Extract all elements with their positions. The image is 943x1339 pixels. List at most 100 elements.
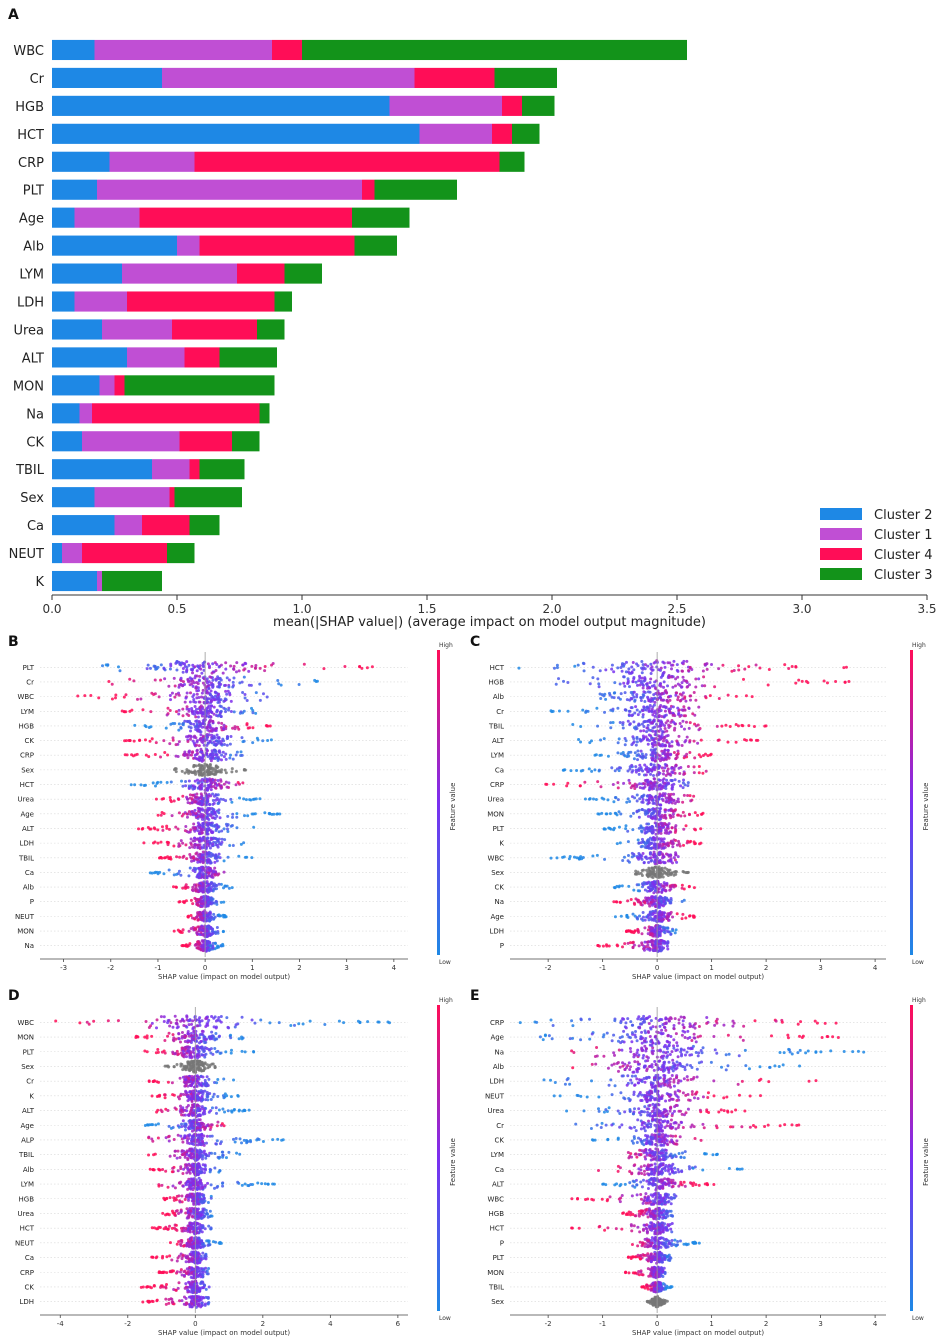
data-point — [191, 902, 195, 906]
data-point — [636, 856, 640, 860]
data-point — [186, 678, 190, 682]
data-point — [377, 1020, 381, 1024]
data-point — [648, 889, 652, 893]
x-axis-label: SHAP value (impact on model output) — [158, 973, 290, 981]
data-point — [662, 661, 666, 665]
data-point — [252, 825, 256, 829]
data-point — [193, 753, 197, 757]
bar-segment-cluster-3 — [522, 95, 555, 116]
data-point — [639, 738, 643, 742]
data-point — [703, 684, 707, 688]
data-point — [143, 724, 147, 728]
data-point — [211, 685, 215, 689]
data-point — [633, 929, 637, 933]
data-point — [165, 713, 169, 717]
data-point — [627, 750, 631, 754]
data-point — [674, 884, 678, 888]
data-point — [211, 792, 215, 796]
data-point — [192, 822, 196, 826]
data-point — [104, 663, 108, 667]
data-point — [670, 663, 674, 667]
data-point — [169, 780, 173, 784]
data-point — [637, 883, 641, 887]
data-point — [594, 797, 598, 801]
data-point — [619, 914, 623, 918]
data-point — [663, 726, 667, 730]
data-point — [220, 753, 224, 757]
data-point — [661, 947, 665, 951]
data-point — [224, 707, 228, 711]
data-point — [54, 1019, 58, 1023]
bar-segment-cluster-3 — [352, 207, 410, 228]
panel-d-beeswarm: DWBCMONPLTSexCrKALTAgeALPTBILAlbLYMHGBUr… — [8, 988, 457, 1337]
data-point — [209, 823, 213, 827]
data-point — [169, 698, 173, 702]
data-point — [637, 841, 641, 845]
feature-label: LDH — [19, 840, 34, 848]
data-point — [562, 679, 566, 683]
data-point — [636, 713, 640, 717]
data-point — [213, 915, 217, 919]
data-point — [187, 709, 191, 713]
bar-segment-cluster-3 — [257, 319, 285, 340]
data-point — [155, 667, 159, 671]
data-point — [626, 679, 630, 683]
data-point — [187, 786, 191, 790]
data-point — [207, 886, 211, 890]
data-point — [655, 722, 659, 726]
data-point — [210, 1030, 214, 1034]
data-point — [657, 944, 661, 948]
data-point — [673, 826, 677, 830]
data-point — [181, 1049, 185, 1053]
data-point — [632, 737, 636, 741]
data-point — [210, 785, 214, 789]
data-point — [205, 832, 209, 836]
data-point — [665, 769, 669, 773]
data-point — [690, 667, 694, 671]
data-point — [692, 915, 696, 919]
data-point — [205, 679, 209, 683]
data-point — [101, 664, 105, 668]
x-axis-label: SHAP value (impact on model output) — [632, 973, 764, 981]
data-point — [210, 807, 214, 811]
data-point — [207, 854, 211, 858]
data-point — [171, 736, 175, 740]
data-point — [675, 912, 679, 916]
data-point — [188, 691, 192, 695]
data-point — [247, 669, 251, 673]
data-point — [204, 1038, 208, 1042]
data-point — [163, 1051, 167, 1055]
bar-segment-cluster-1 — [82, 431, 180, 452]
bar-segment-cluster-3 — [259, 403, 270, 424]
data-point — [192, 735, 196, 739]
data-point — [637, 944, 641, 948]
data-point — [200, 1029, 204, 1033]
data-point — [677, 743, 681, 747]
data-point — [174, 692, 178, 696]
data-point — [215, 926, 219, 930]
data-point — [638, 676, 642, 680]
data-point — [197, 942, 201, 946]
bar-segment-cluster-1 — [74, 291, 127, 312]
data-point — [638, 782, 642, 786]
data-point — [662, 855, 666, 859]
data-point — [224, 752, 228, 756]
data-point — [663, 665, 667, 669]
data-point — [177, 1032, 181, 1036]
data-point — [630, 763, 634, 767]
data-point — [216, 845, 220, 849]
data-point — [575, 768, 579, 772]
data-point — [213, 873, 217, 877]
data-point — [171, 722, 175, 726]
bar-segment-cluster-1 — [99, 375, 115, 396]
data-point — [625, 915, 629, 919]
data-point — [236, 780, 240, 784]
data-point — [212, 912, 216, 916]
data-point — [227, 1026, 231, 1030]
colorbar-title: Feature value — [449, 783, 457, 831]
data-point — [645, 841, 649, 845]
data-point — [198, 1016, 202, 1020]
data-point — [173, 1014, 177, 1018]
data-point — [701, 669, 705, 673]
data-point — [213, 698, 217, 702]
